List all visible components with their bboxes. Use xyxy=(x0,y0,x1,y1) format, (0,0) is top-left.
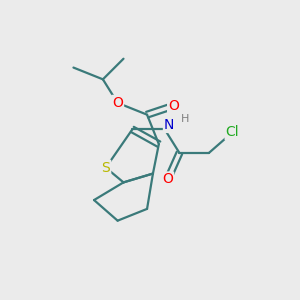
Text: H: H xyxy=(181,114,190,124)
Text: Cl: Cl xyxy=(226,125,239,139)
Text: O: O xyxy=(168,99,179,113)
Text: S: S xyxy=(101,161,110,175)
Text: O: O xyxy=(112,96,123,110)
Text: O: O xyxy=(162,172,173,186)
Text: N: N xyxy=(164,118,174,132)
